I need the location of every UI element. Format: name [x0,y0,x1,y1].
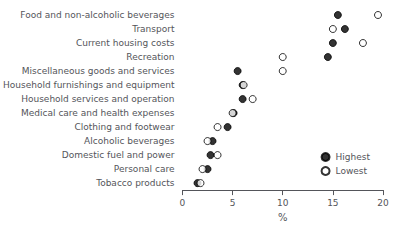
svg-text:Food and non-alcoholic beverag: Food and non-alcoholic beverages [20,10,174,20]
svg-text:20: 20 [377,198,389,208]
svg-text:Lowest: Lowest [336,166,368,176]
svg-text:Clothing and footwear: Clothing and footwear [75,122,175,132]
svg-text:Domestic fuel and power: Domestic fuel and power [62,150,175,160]
svg-text:Medical care and health expens: Medical care and health expenses [21,108,175,118]
svg-text:Household furnishings and equi: Household furnishings and equipment [3,80,175,90]
svg-text:15: 15 [327,198,338,208]
svg-text:Highest: Highest [336,152,371,162]
svg-text:Alcoholic beverages: Alcoholic beverages [84,136,175,146]
svg-text:Tobacco products: Tobacco products [95,178,175,188]
svg-text:Household services and operati: Household services and operation [21,94,174,104]
svg-text:10: 10 [277,198,289,208]
svg-text:Personal care: Personal care [114,164,175,174]
svg-text:Miscellaneous goods and servic: Miscellaneous goods and services [22,66,175,76]
svg-text:5: 5 [230,198,236,208]
svg-text:0: 0 [180,198,186,208]
svg-text:Recreation: Recreation [126,52,174,62]
svg-text:%: % [278,212,288,223]
svg-text:Current housing costs: Current housing costs [76,38,175,48]
svg-text:Transport: Transport [131,24,175,34]
